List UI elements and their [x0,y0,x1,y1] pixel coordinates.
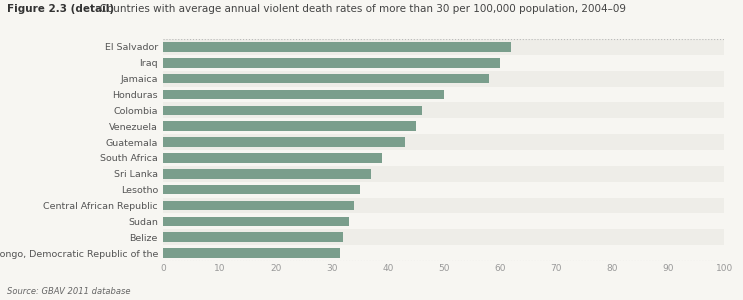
Bar [163,118,724,134]
Bar [163,245,724,261]
Bar [163,153,382,163]
Bar [163,42,511,52]
Bar [163,232,343,242]
Bar [163,198,724,213]
Bar [163,201,354,210]
Bar [163,217,348,226]
Bar [163,182,724,198]
Bar [163,39,724,55]
Bar [163,185,360,194]
Bar [163,248,340,258]
Bar [163,102,724,118]
Bar [163,213,724,229]
Bar [163,87,724,102]
Text: Countries with average annual violent death rates of more than 30 per 100,000 po: Countries with average annual violent de… [93,4,626,14]
Bar [163,166,724,182]
Bar [163,55,724,71]
Bar [163,71,724,87]
Bar [163,169,371,178]
Bar [163,229,724,245]
Bar [163,150,724,166]
Bar [163,90,444,99]
Bar [163,122,416,131]
Text: Figure 2.3 (detail): Figure 2.3 (detail) [7,4,114,14]
Bar [163,106,421,115]
Bar [163,137,405,147]
Bar [163,134,724,150]
Bar [163,58,500,68]
Text: Source: GBAV 2011 database: Source: GBAV 2011 database [7,286,131,296]
Bar [163,74,489,83]
